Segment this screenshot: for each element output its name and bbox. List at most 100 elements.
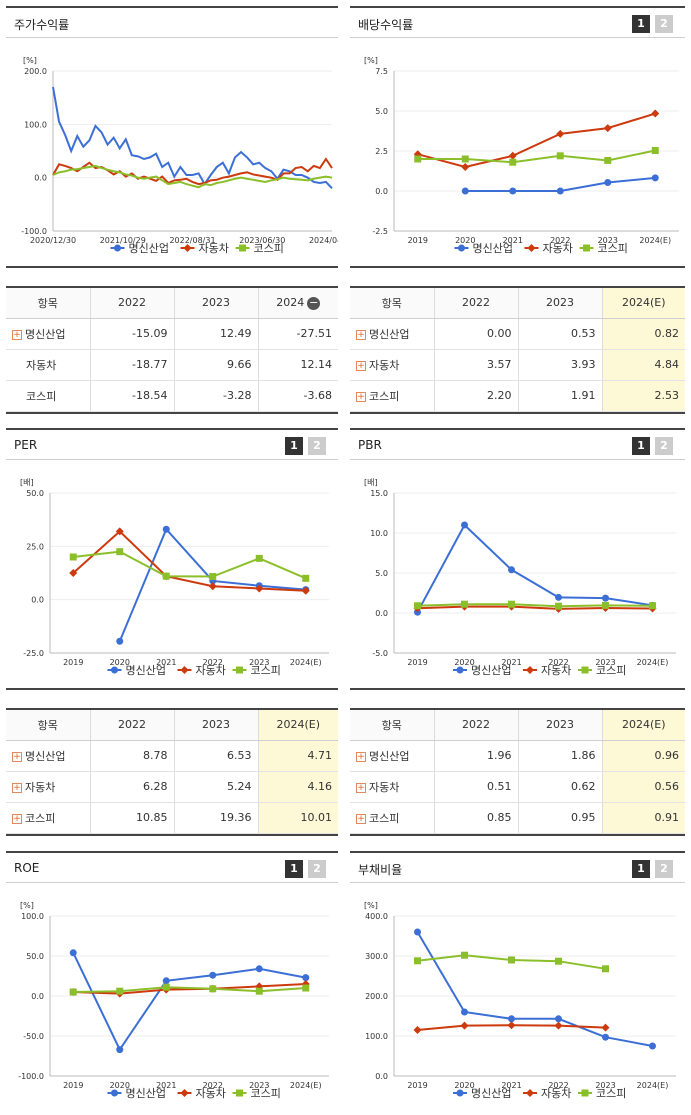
x-tick-label: 2023 <box>595 1081 615 1090</box>
table-row: + 명신산업 8.78 6.53 4.71 <box>6 740 338 772</box>
expand-plus-icon[interactable]: + <box>356 329 366 340</box>
view-2-button[interactable]: 2 <box>655 437 673 455</box>
row-label: 자동차 <box>26 358 57 372</box>
expand-plus-icon[interactable]: + <box>12 813 22 824</box>
kospi-point <box>649 602 656 610</box>
view-1-button[interactable]: 1 <box>632 437 650 455</box>
company-legend-label: 명신산업 <box>126 664 166 677</box>
view-1-button[interactable]: 1 <box>632 15 650 33</box>
row-label-cell[interactable]: + 코스피 <box>350 802 434 834</box>
col-header-2022: 2022 <box>433 288 518 319</box>
kospi-legend-label: 코스피 <box>251 664 281 677</box>
row-label-cell[interactable]: + 자동차 <box>350 349 434 381</box>
value-cell: 12.14 <box>257 349 338 381</box>
company-point <box>649 1042 656 1050</box>
x-tick-label: 2024(E) <box>290 1081 322 1090</box>
kospi-point <box>162 572 170 580</box>
auto-point <box>651 109 660 118</box>
x-tick-label: 2020/12/30 <box>30 236 76 245</box>
company-point <box>509 187 517 195</box>
unit-label: [%] <box>364 56 378 65</box>
value-cell: 9.66 <box>173 349 258 381</box>
y-tick-label: 25.0 <box>26 542 44 551</box>
unit-label: [%] <box>20 901 34 910</box>
expand-plus-icon[interactable]: + <box>12 782 22 793</box>
kospi-point <box>69 988 77 996</box>
panel-footer <box>6 688 338 690</box>
x-tick-label: 2021 <box>156 1081 176 1090</box>
x-tick-label: 2021 <box>501 1081 521 1090</box>
auto-point <box>507 1021 516 1030</box>
company-point <box>69 949 77 957</box>
stock-return-panel: 주가수익률 [%] 200.0 100.0 0.0 -100.0 2020/12/30 20… <box>6 6 338 268</box>
view-2-button[interactable]: 2 <box>308 437 326 455</box>
y-tick-label: 0.0 <box>375 1072 388 1081</box>
view-2-button[interactable]: 2 <box>655 15 673 33</box>
row-label-cell[interactable]: + 명신산업 <box>350 740 434 772</box>
value-cell: -15.09 <box>89 318 174 350</box>
col-header-2024e: 2024(E) <box>257 710 338 741</box>
view-2-button[interactable]: 2 <box>308 860 326 878</box>
panel-title: 배당수익률 <box>358 18 414 32</box>
company-point <box>555 593 562 601</box>
value-cell: 1.91 <box>517 380 602 412</box>
row-label-cell[interactable]: + 코스피 <box>6 802 90 834</box>
row-label-cell[interactable]: + 코스피 <box>350 380 434 412</box>
expand-plus-icon[interactable]: + <box>356 391 366 402</box>
view-1-button[interactable]: 1 <box>285 437 303 455</box>
row-label: 자동차 <box>25 780 56 794</box>
value-cell: 0.96 <box>601 740 685 772</box>
row-label-cell[interactable]: + 명신산업 <box>350 318 434 350</box>
y-tick-label: -25.0 <box>23 649 44 658</box>
view-2-button[interactable]: 2 <box>655 860 673 878</box>
kospi-point <box>116 548 124 556</box>
expand-plus-icon[interactable]: + <box>12 329 22 340</box>
x-tick-label: 2022 <box>550 236 570 245</box>
table-row: + 명신산업 0.00 0.53 0.82 <box>350 318 685 350</box>
y-tick-label: -5.0 <box>372 649 388 658</box>
x-tick-label: 2023 <box>595 658 615 667</box>
company-point <box>162 525 170 533</box>
kospi-point <box>162 983 170 991</box>
expand-plus-icon[interactable]: + <box>356 782 366 793</box>
value-cell: 19.36 <box>173 802 258 834</box>
expand-plus-icon[interactable]: + <box>356 360 366 371</box>
company-point <box>651 174 659 182</box>
per-panel: PER 1 2 [배] 50.0 25.0 0.0 -25.0 2019 2020 2021 2… <box>6 428 338 690</box>
kospi-legend-label: 코스피 <box>596 664 626 677</box>
kospi-point <box>255 987 263 995</box>
auto-legend-marker <box>526 666 534 674</box>
auto-legend-label: 자동차 <box>543 242 573 255</box>
expand-plus-icon[interactable]: + <box>12 751 22 762</box>
company-legend-label: 명신산업 <box>129 242 169 255</box>
y-tick-label: 100.0 <box>21 912 44 921</box>
kospi-point <box>508 600 515 608</box>
company-point <box>255 965 263 973</box>
value-cell: -18.77 <box>89 349 174 381</box>
row-label-cell[interactable]: + 명신산업 <box>6 318 90 350</box>
pbr-panel: PBR 1 2 [배] 15.0 10.0 5.0 0.0 -5.0 2019 2020 202… <box>350 428 685 690</box>
table-row: + 명신산업 -15.09 12.49 -27.51 <box>6 318 338 350</box>
row-label-cell[interactable]: + 자동차 <box>350 771 434 803</box>
view-1-button[interactable]: 1 <box>285 860 303 878</box>
value-cell: 2.53 <box>601 380 685 412</box>
auto-point <box>413 1026 422 1034</box>
kospi-line <box>52 164 333 189</box>
y-tick-label: 100.0 <box>24 120 47 129</box>
table-row: + 자동차 3.57 3.93 4.84 <box>350 349 685 381</box>
collapse-icon[interactable]: − <box>307 295 321 310</box>
chart-area: [%] 200.0 100.0 0.0 -100.0 2020/12/30 2021/10/… <box>6 38 338 266</box>
kospi-point <box>414 155 422 163</box>
col-header-2022: 2022 <box>433 710 518 741</box>
chart-area: [%] 400.0 300.0 200.0 100.0 0.0 2019 2020 2021 20… <box>350 883 685 1111</box>
view-1-button[interactable]: 1 <box>632 860 650 878</box>
expand-plus-icon[interactable]: + <box>356 813 366 824</box>
x-tick-label: 2019 <box>407 1081 427 1090</box>
chart-area: [%] 100.0 50.0 0.0 -50.0 -100.0 2019 2020 2021 20… <box>6 883 338 1111</box>
row-label-cell[interactable]: + 자동차 <box>6 771 90 803</box>
auto-point <box>115 527 124 536</box>
expand-plus-icon[interactable]: + <box>356 751 366 762</box>
row-label-cell[interactable]: + 명신산업 <box>6 740 90 772</box>
col-header-2023: 2023 <box>517 710 602 741</box>
x-tick-label: 2022 <box>203 1081 223 1090</box>
